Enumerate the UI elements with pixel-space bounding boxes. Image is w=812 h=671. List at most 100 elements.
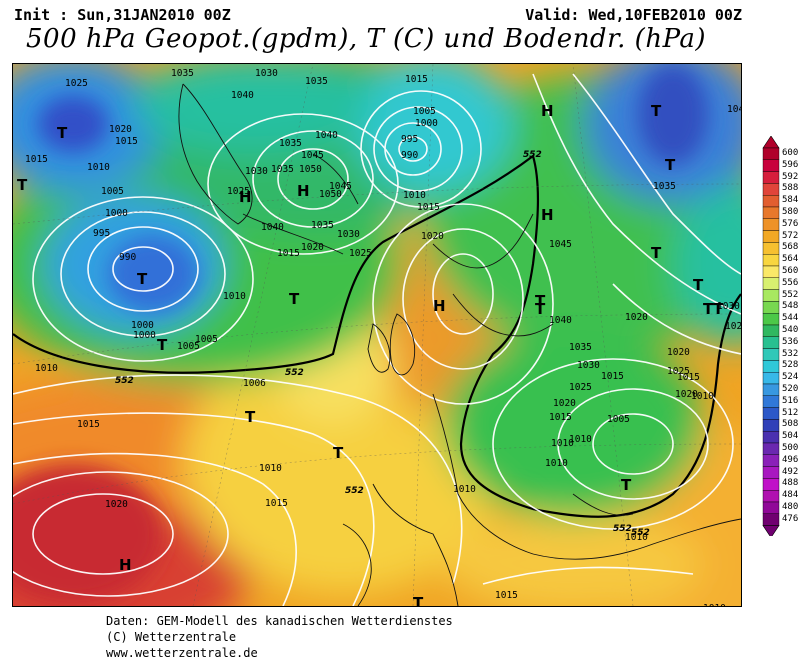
colorbar-cell bbox=[762, 265, 780, 279]
colorbar-label: 536 bbox=[782, 336, 799, 347]
colorbar-label: 512 bbox=[782, 407, 799, 418]
high-pressure-marker: H bbox=[119, 556, 132, 574]
low-pressure-marker: T bbox=[651, 102, 662, 120]
isobar-label: 1006 bbox=[243, 378, 266, 389]
low-pressure-marker: T bbox=[651, 244, 662, 262]
isobar-label: 1025 bbox=[349, 248, 372, 259]
isobar-label: 1040 bbox=[231, 90, 254, 101]
isobar-label: 1020 bbox=[421, 231, 444, 242]
isobar-label: 1015 bbox=[77, 419, 100, 430]
isobar-label: 1015 bbox=[549, 412, 572, 423]
coastlines bbox=[178, 83, 741, 606]
isobar-label: 1010 bbox=[259, 463, 282, 474]
colorbar-label: 600 bbox=[782, 148, 799, 158]
isobar-label: 1015 bbox=[405, 74, 428, 85]
map-title: 500 hPa Geopot.(gpdm), T (C) und Bodendr… bbox=[26, 24, 707, 54]
isobar-label: 1035 bbox=[305, 76, 328, 87]
low-pressure-marker: T bbox=[289, 290, 300, 308]
colorbar-cell bbox=[762, 501, 780, 515]
isobar-label: 1010 bbox=[453, 484, 476, 495]
low-pressure-marker: T bbox=[17, 176, 28, 194]
isobar-label: 1045 bbox=[727, 104, 741, 115]
isobar-label: 1020 bbox=[109, 124, 132, 135]
colorbar-label: 584 bbox=[782, 195, 799, 206]
isobar-label: 1020 bbox=[625, 312, 648, 323]
colorbar-cell bbox=[762, 195, 780, 208]
footer-url[interactable]: www.wetterzentrale.de bbox=[106, 646, 258, 660]
isobar-label: 1040 bbox=[261, 222, 284, 233]
isobar-label: 102 bbox=[725, 321, 741, 332]
isobar-label: 1020 bbox=[675, 389, 698, 400]
isobar-label: 1050 bbox=[319, 189, 342, 200]
geopotential-contour-label: 552 bbox=[115, 376, 134, 386]
isobar-label: 1010 bbox=[87, 162, 110, 173]
low-pressure-marker: T bbox=[535, 292, 546, 310]
isobar-label: 1010 bbox=[569, 434, 592, 445]
colorbar-label: 544 bbox=[782, 313, 799, 324]
colorbar-label: 568 bbox=[782, 242, 799, 253]
footer-source: Daten: GEM-Modell des kanadischen Wetter… bbox=[106, 614, 453, 628]
isobar-label: 1025 bbox=[569, 382, 592, 393]
colorbar-bottom-arrow bbox=[762, 525, 780, 536]
geopotential-field bbox=[13, 64, 741, 606]
high-pressure-marker: H bbox=[541, 206, 554, 224]
colorbar-top-arrow bbox=[762, 136, 780, 149]
colorbar-label: 580 bbox=[782, 207, 799, 217]
isobar-label: 1015 bbox=[495, 590, 518, 601]
low-pressure-marker: T bbox=[703, 300, 714, 318]
isobar-label: 1000 bbox=[131, 320, 154, 331]
colorbar-cell bbox=[762, 277, 780, 290]
colorbar-cell bbox=[762, 442, 780, 456]
isobar-label: 1040 bbox=[549, 315, 572, 326]
geopotential-contour-label: 552 bbox=[285, 368, 304, 378]
high-pressure-marker: H bbox=[433, 297, 446, 315]
colorbar-label: 588 bbox=[782, 183, 799, 194]
isobar-label: 1010 bbox=[625, 532, 648, 543]
geopotential-552-contour bbox=[13, 154, 741, 518]
colorbar bbox=[762, 136, 780, 536]
colorbar-label: 532 bbox=[782, 348, 799, 359]
colorbar-label: 556 bbox=[782, 277, 799, 288]
colorbar-label: 564 bbox=[782, 254, 799, 265]
colorbar-label: 560 bbox=[782, 266, 799, 276]
isobar-label: 1020 bbox=[667, 347, 690, 358]
isobar-label: 1035 bbox=[311, 220, 334, 231]
colorbar-label: 528 bbox=[782, 360, 799, 371]
isobar-label: 1015 bbox=[25, 154, 48, 165]
geopotential-contour-label: 552 bbox=[523, 150, 542, 160]
colorbar-cell bbox=[762, 490, 780, 503]
geopotential-contour-label: 552 bbox=[631, 528, 650, 538]
isobar-label: 1005 bbox=[101, 186, 124, 197]
colorbar-label: 552 bbox=[782, 289, 799, 300]
isobar-label: 1010 bbox=[545, 458, 568, 469]
colorbar-cell bbox=[762, 336, 780, 349]
isobar-label: 1035 bbox=[171, 68, 194, 79]
isobar-label: 1035 bbox=[271, 164, 294, 175]
isobar-label: 1020 bbox=[301, 242, 324, 253]
graticule bbox=[13, 64, 741, 606]
colorbar-cell bbox=[762, 454, 780, 467]
valid-time: Valid: Wed,10FEB2010 00Z bbox=[525, 6, 742, 24]
colorbar-cell bbox=[762, 407, 780, 420]
colorbar-cell bbox=[762, 301, 780, 314]
isobar-label: 1030 bbox=[245, 166, 268, 177]
colorbar-label: 592 bbox=[782, 171, 799, 182]
isobar-label: 1025 bbox=[227, 186, 250, 197]
isobar-label: 1005 bbox=[195, 334, 218, 345]
isobar-label: 995 bbox=[401, 134, 418, 145]
isobar-label: 1015 bbox=[265, 498, 288, 509]
isobar-label: 1015 bbox=[115, 136, 138, 147]
isobar-label: 995 bbox=[93, 228, 110, 239]
isobar-label: 1045 bbox=[549, 239, 572, 250]
colorbar-label: 504 bbox=[782, 431, 799, 442]
isobar-label: 1005 bbox=[413, 106, 436, 117]
colorbar-label: 480 bbox=[782, 502, 799, 512]
isobar-label: 1000 bbox=[415, 118, 438, 129]
colorbar-label: 596 bbox=[782, 159, 799, 170]
geopotential-contour-label: 552 bbox=[345, 486, 364, 496]
low-pressure-marker: T bbox=[413, 594, 424, 606]
colorbar-label: 524 bbox=[782, 372, 799, 383]
colorbar-label: 500 bbox=[782, 443, 799, 453]
isobar-label: 1010 bbox=[551, 438, 574, 449]
isobar-label: 1045 bbox=[329, 181, 352, 192]
